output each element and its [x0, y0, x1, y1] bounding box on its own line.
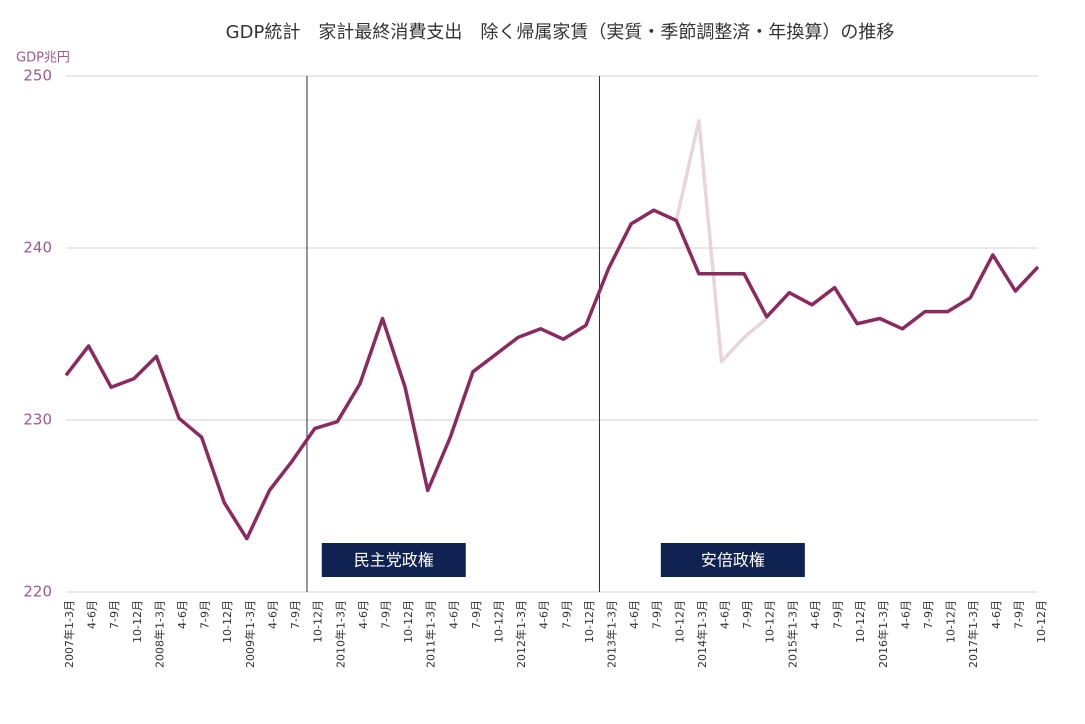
- x-tick-label: 2013年1-3月: [605, 600, 619, 668]
- x-tick-label: 4-6月: [538, 600, 551, 629]
- x-tick-label: 10-12月: [131, 600, 144, 643]
- x-tick-label: 4-6月: [447, 600, 460, 629]
- y-tick-label: 220: [23, 583, 52, 601]
- x-tick-label: 4-6月: [628, 600, 641, 629]
- x-tick-label: 4-6月: [809, 600, 822, 629]
- x-tick-label: 2014年1-3月: [695, 600, 709, 668]
- x-tick-label: 10-12月: [312, 600, 325, 643]
- x-tick-label: 4-6月: [357, 600, 370, 629]
- x-tick-label: 4-6月: [719, 600, 732, 629]
- x-tick-label: 2011年1-3月: [424, 600, 438, 668]
- x-tick-label: 10-12月: [673, 600, 686, 643]
- x-tick-label: 10-12月: [945, 600, 958, 643]
- x-tick-label: 7-9月: [832, 600, 845, 629]
- x-tick-label: 7-9月: [922, 600, 935, 629]
- x-tick-label: 4-6月: [266, 600, 279, 629]
- x-tick-label: 10-12月: [221, 600, 234, 643]
- x-tick-label: 10-12月: [583, 600, 596, 643]
- x-tick-label: 2012年1-3月: [514, 600, 528, 668]
- x-tick-label: 7-9月: [651, 600, 664, 629]
- x-tick-label: 2009年1-3月: [243, 600, 257, 668]
- x-tick-label: 7-9月: [199, 600, 212, 629]
- x-tick-label: 10-12月: [854, 600, 867, 643]
- x-tick-label: 7-9月: [560, 600, 573, 629]
- annotation-box: [321, 543, 466, 577]
- x-tick-label: 2007年1-3月: [62, 600, 76, 668]
- x-tick-label: 7-9月: [289, 600, 302, 629]
- x-tick-label: 7-9月: [1012, 600, 1025, 629]
- x-tick-label: 4-6月: [899, 600, 912, 629]
- x-tick-label: 10-12月: [492, 600, 505, 643]
- x-tick-label: 10-12月: [764, 600, 777, 643]
- x-tick-label: 4-6月: [176, 600, 189, 629]
- annotation: 安倍政権: [701, 551, 765, 570]
- x-tick-label: 10-12月: [402, 600, 415, 643]
- annotation-box: [660, 543, 805, 577]
- y-tick-label: 240: [23, 239, 52, 257]
- x-tick-label: 7-9月: [741, 600, 754, 629]
- x-tick-label: 2016年1-3月: [876, 600, 890, 668]
- y-tick-label: 230: [23, 411, 52, 429]
- chart-title: GDP統計 家計最終消費支出 除く帰属家賃（実質・季節調整済・年換算）の推移: [226, 22, 895, 43]
- x-tick-label: 7-9月: [470, 600, 483, 629]
- x-tick-label: 4-6月: [990, 600, 1003, 629]
- x-tick-label: 2008年1-3月: [152, 600, 166, 668]
- x-tick-label: 2010年1-3月: [333, 600, 347, 668]
- y-axis-label: GDP兆円: [16, 51, 70, 66]
- x-tick-label: 7-9月: [379, 600, 392, 629]
- annotation: 民主党政権: [354, 551, 434, 570]
- series-line: [64, 208, 1040, 541]
- x-tick-label: 2017年1-3月: [966, 600, 980, 668]
- x-tick-label: 4-6月: [86, 600, 99, 629]
- x-tick-label: 10-12月: [1035, 600, 1048, 643]
- x-tick-label: 2015年1-3月: [785, 600, 799, 668]
- y-tick-label: 250: [23, 67, 52, 85]
- x-tick-label: 7-9月: [108, 600, 121, 629]
- series-line: [674, 118, 768, 364]
